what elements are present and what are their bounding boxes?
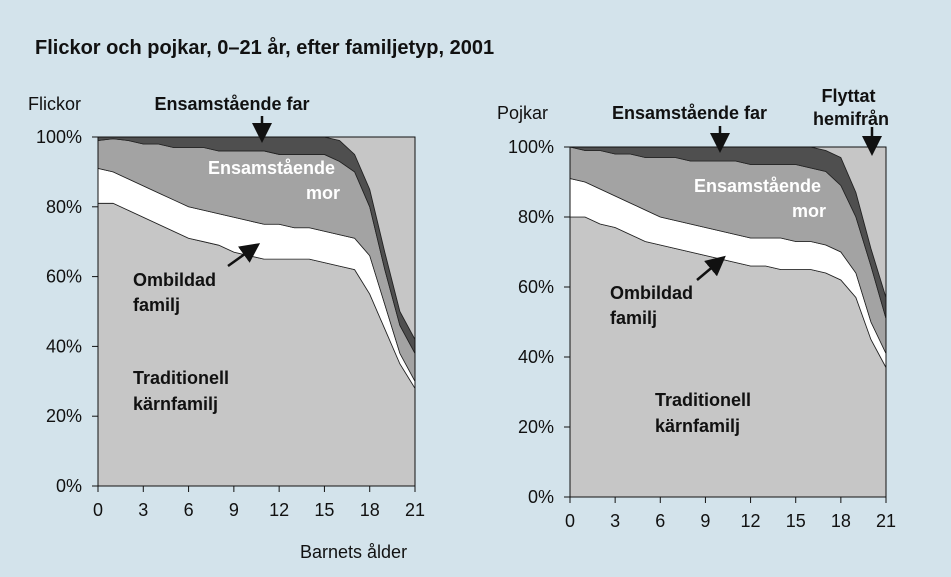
label-line: Ombildad bbox=[610, 283, 698, 303]
x-tick-label: 21 bbox=[405, 500, 425, 520]
label-line: mor bbox=[792, 201, 826, 221]
x-tick-label: 12 bbox=[741, 511, 761, 531]
series-label: Ombildad familj bbox=[133, 270, 221, 315]
label-line: kärnfamilj bbox=[133, 394, 218, 414]
chart-title: Flickor och pojkar, 0–21 år, efter famil… bbox=[35, 36, 494, 59]
y-tick-label: 100% bbox=[508, 137, 554, 157]
series-label: Ombildad familj bbox=[610, 283, 698, 328]
y-tick-label: 40% bbox=[46, 336, 82, 356]
y-tick-label: 60% bbox=[518, 277, 554, 297]
series-label: Ensamstående mor bbox=[694, 176, 826, 221]
label-line: Ensamstående bbox=[208, 158, 340, 178]
x-tick-label: 15 bbox=[786, 511, 806, 531]
label-line: familj bbox=[610, 308, 657, 328]
x-axis-label: Barnets ålder bbox=[300, 542, 407, 562]
y-axis-label: Pojkar bbox=[497, 103, 548, 123]
y-tick-label: 60% bbox=[46, 267, 82, 287]
label-line: Ombildad bbox=[133, 270, 221, 290]
series-label: Ensamstående far bbox=[154, 94, 309, 114]
y-tick-label: 100% bbox=[36, 127, 82, 147]
label-line: kärnfamilj bbox=[655, 416, 740, 436]
y-tick-label: 20% bbox=[46, 406, 82, 426]
y-axis-label: Flickor bbox=[28, 94, 81, 114]
label-line: Traditionell bbox=[655, 390, 756, 410]
x-tick-label: 0 bbox=[93, 500, 103, 520]
label-line: Ensamstående bbox=[694, 176, 826, 196]
series-label: Ensamstående far bbox=[612, 103, 767, 123]
x-tick-label: 3 bbox=[138, 500, 148, 520]
x-tick-label: 9 bbox=[700, 511, 710, 531]
series-label: Traditionell kärnfamilj bbox=[133, 368, 234, 414]
series-label: Flyttat hemifrån bbox=[813, 86, 889, 129]
y-tick-label: 0% bbox=[528, 487, 554, 507]
label-line: Traditionell bbox=[133, 368, 234, 388]
label-line: familj bbox=[133, 295, 180, 315]
x-tick-label: 3 bbox=[610, 511, 620, 531]
series-label: Ensamstående mor bbox=[208, 158, 340, 203]
y-tick-label: 80% bbox=[518, 207, 554, 227]
arrow bbox=[696, 255, 726, 281]
series-label: Traditionell kärnfamilj bbox=[655, 390, 756, 436]
y-tick-label: 20% bbox=[518, 417, 554, 437]
y-tick-label: 0% bbox=[56, 476, 82, 496]
x-tick-label: 18 bbox=[831, 511, 851, 531]
label-line: hemifrån bbox=[813, 109, 889, 129]
y-tick-label: 80% bbox=[46, 197, 82, 217]
label-line: Flyttat bbox=[821, 86, 880, 106]
x-tick-label: 12 bbox=[269, 500, 289, 520]
x-tick-label: 21 bbox=[876, 511, 896, 531]
x-tick-label: 18 bbox=[360, 500, 380, 520]
label-line: mor bbox=[306, 183, 340, 203]
x-tick-label: 9 bbox=[229, 500, 239, 520]
y-tick-label: 40% bbox=[518, 347, 554, 367]
x-tick-label: 15 bbox=[314, 500, 334, 520]
x-tick-label: 6 bbox=[184, 500, 194, 520]
x-tick-label: 6 bbox=[655, 511, 665, 531]
arrow bbox=[227, 243, 261, 268]
x-tick-label: 0 bbox=[565, 511, 575, 531]
